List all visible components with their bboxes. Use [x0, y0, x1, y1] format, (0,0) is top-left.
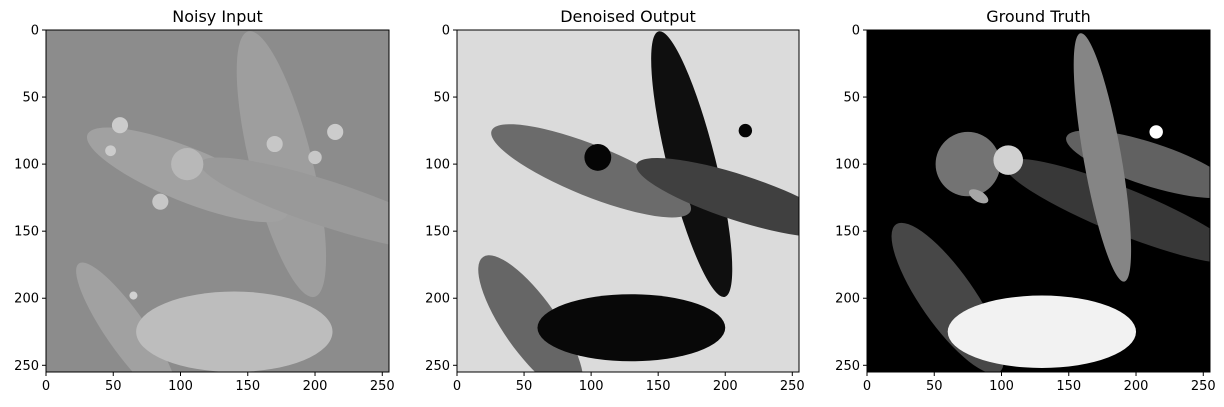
- x-tick-label: 250: [780, 379, 805, 394]
- x-tick-label: 50: [105, 379, 122, 394]
- x-tick-label: 200: [1124, 379, 1149, 394]
- axes-frame: [456, 29, 800, 373]
- image-ellipse: [584, 144, 612, 171]
- y-tick-label: 0: [442, 24, 450, 39]
- image-ellipse: [478, 255, 584, 372]
- x-tick-label: 200: [713, 379, 738, 394]
- image-ellipse: [111, 117, 129, 134]
- panel-title: Noisy Input: [172, 7, 263, 26]
- y-tick-label: 100: [14, 158, 39, 173]
- y-tick-label: 100: [425, 158, 450, 173]
- y-tick-label: 250: [14, 359, 39, 374]
- image-ellipse: [947, 295, 1137, 368]
- y-tick-label: 250: [835, 359, 860, 374]
- image-ellipse: [636, 158, 799, 238]
- x-tick-label: 0: [453, 379, 461, 394]
- panel-title: Denoised Output: [560, 7, 696, 26]
- image-ellipse: [266, 135, 283, 153]
- y-tick-label: 200: [835, 292, 860, 307]
- image-area: [46, 30, 389, 372]
- axes-frame: [866, 29, 1211, 373]
- y-tick-label: 150: [835, 225, 860, 240]
- image-ellipse: [968, 189, 989, 204]
- image-ellipse: [236, 31, 327, 298]
- y-tick-label: 50: [22, 91, 39, 106]
- image-ellipse: [76, 262, 178, 372]
- image-ellipse: [993, 145, 1024, 175]
- y-tick-label: 0: [31, 24, 39, 39]
- x-tick-label: 100: [989, 379, 1014, 394]
- x-tick-label: 0: [863, 379, 871, 394]
- y-tick-label: 100: [835, 158, 860, 173]
- image-ellipse: [308, 150, 322, 165]
- image-ellipse: [1149, 125, 1163, 139]
- y-tick-label: 200: [14, 292, 39, 307]
- x-tick-label: 150: [235, 379, 260, 394]
- image-ellipse: [129, 291, 138, 300]
- x-tick-label: 250: [370, 379, 395, 394]
- x-tick-label: 0: [42, 379, 50, 394]
- image-ellipse: [935, 131, 1001, 197]
- y-tick-label: 50: [433, 91, 450, 106]
- image-ellipse: [491, 124, 692, 218]
- x-tick-label: 250: [1191, 379, 1216, 394]
- axes-frame: [45, 29, 390, 373]
- image-area: [867, 30, 1210, 372]
- x-tick-label: 100: [168, 379, 193, 394]
- image-ellipse: [152, 193, 169, 210]
- image-ellipse: [200, 157, 389, 252]
- x-tick-label: 100: [579, 379, 604, 394]
- x-tick-label: 200: [303, 379, 328, 394]
- y-tick-label: 250: [425, 359, 450, 374]
- x-tick-label: 150: [646, 379, 671, 394]
- image-area: [457, 30, 799, 372]
- image-ellipse: [738, 123, 753, 138]
- y-tick-label: 0: [852, 24, 860, 39]
- x-tick-label: 150: [1056, 379, 1081, 394]
- image-ellipse: [327, 123, 344, 140]
- x-tick-label: 50: [516, 379, 533, 394]
- panel-title: Ground Truth: [986, 7, 1091, 26]
- image-ellipse: [171, 148, 204, 181]
- y-tick-label: 200: [425, 292, 450, 307]
- image-ellipse: [537, 294, 726, 362]
- image-ellipse: [105, 145, 116, 157]
- y-tick-label: 150: [425, 225, 450, 240]
- x-tick-label: 50: [926, 379, 943, 394]
- image-ellipse: [136, 291, 333, 372]
- y-tick-label: 150: [14, 225, 39, 240]
- y-tick-label: 50: [843, 91, 860, 106]
- image-ellipse: [1073, 33, 1132, 282]
